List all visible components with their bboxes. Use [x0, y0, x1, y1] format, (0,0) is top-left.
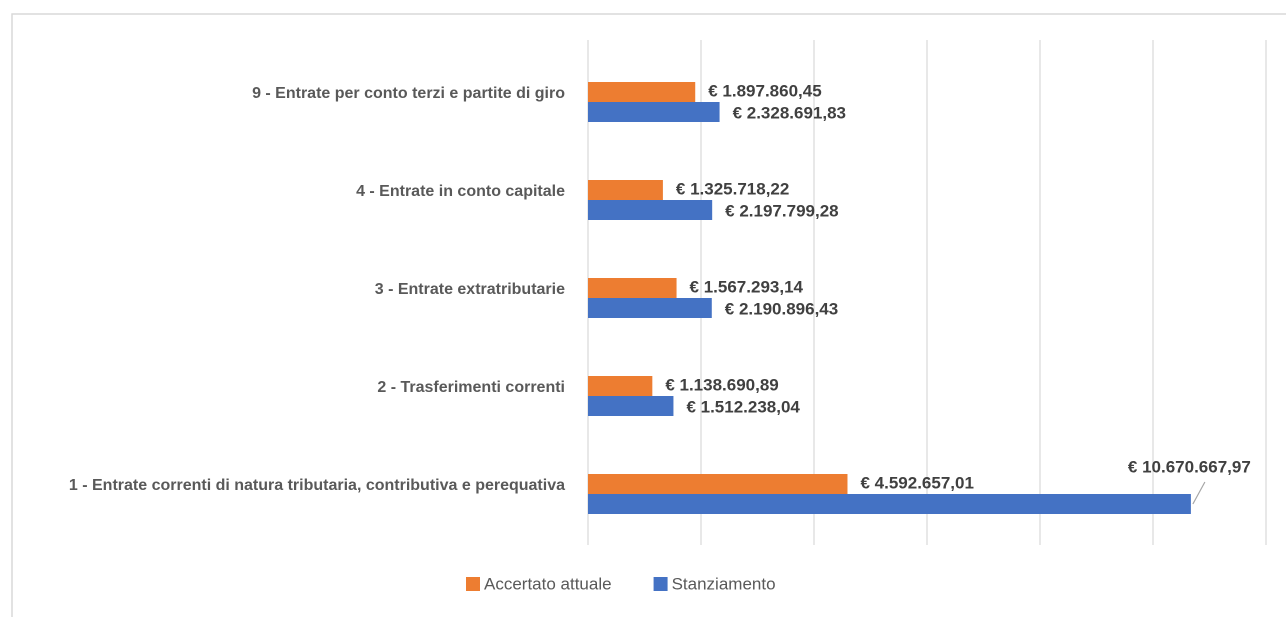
- leader-line: [1192, 481, 1206, 505]
- data-label: € 10.670.667,97: [1128, 457, 1251, 476]
- data-label: € 2.190.896,43: [725, 299, 838, 318]
- bar: [588, 396, 674, 416]
- data-label: € 2.197.799,28: [725, 201, 838, 220]
- data-label: € 1.567.293,14: [690, 277, 804, 296]
- legend-swatch: [466, 577, 480, 591]
- legend-label: Accertato attuale: [484, 574, 612, 593]
- bar: [588, 494, 1191, 514]
- legend-swatch: [653, 577, 668, 591]
- bar: [588, 82, 696, 102]
- bar: [588, 278, 677, 298]
- category-label: 1 - Entrate correnti di natura tributari…: [68, 477, 565, 494]
- category-label: 9 - Entrate per conto terzi e partite di…: [252, 85, 565, 102]
- bar: [588, 200, 713, 220]
- data-label: € 1.138.690,89: [665, 375, 778, 394]
- bar: [588, 298, 712, 318]
- data-label: € 1.325.718,22: [676, 179, 789, 198]
- category-label: 4 - Entrate in conto capitale: [356, 183, 565, 200]
- data-label: € 2.328.691,83: [733, 103, 846, 122]
- bar: [588, 180, 663, 200]
- chart-border: [11, 13, 1286, 617]
- bar: [588, 102, 720, 122]
- data-label: € 1.897.860,45: [708, 81, 821, 100]
- category-label: 3 - Entrate extratributarie: [374, 281, 565, 298]
- data-label: € 1.512.238,04: [686, 397, 800, 416]
- bar: [588, 376, 653, 396]
- data-label: € 4.592.657,01: [860, 473, 973, 492]
- bar: [588, 474, 848, 494]
- category-label: 2 - Trasferimenti correnti: [377, 379, 565, 396]
- legend-label: Stanziamento: [672, 574, 776, 593]
